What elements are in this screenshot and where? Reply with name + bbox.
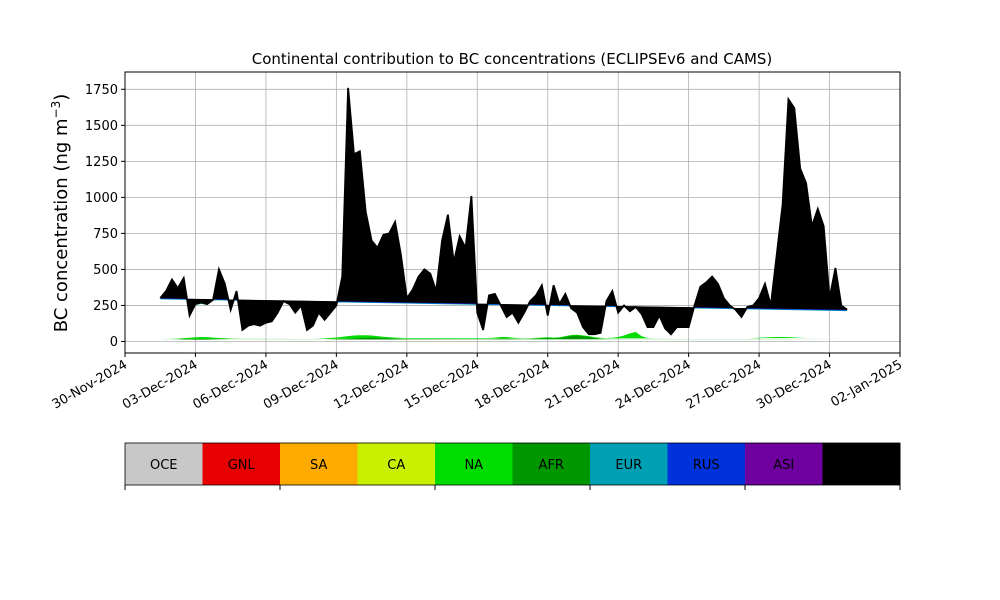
total-line (159, 87, 848, 336)
legend-label-aus: AUS (848, 458, 875, 473)
x-tick-label-10: 30-Dec-2024 (754, 357, 834, 412)
area-na (160, 331, 848, 340)
legend-swatch-sa (280, 443, 358, 485)
y-axis-label-suffix: ) (51, 94, 72, 101)
y-tick-label-5: 1250 (85, 155, 118, 170)
x-tick-label-3: 09-Dec-2024 (261, 357, 341, 412)
y-tick-label-3: 750 (93, 227, 118, 242)
legend-swatch-gnl (202, 443, 281, 485)
chart-title: Continental contribution to BC concentra… (252, 50, 773, 68)
x-tick-label-11: 02-Jan-2025 (828, 357, 905, 410)
legend: OCE GNL SA CA NA AFR EUR RUS ASI AUS (124, 442, 901, 490)
area-afr (160, 335, 848, 340)
legend-label-ca: CA (387, 458, 405, 473)
y-tick-label-4: 1000 (85, 191, 118, 206)
legend-label-na: NA (464, 458, 483, 473)
legend-swatch-eur (590, 443, 668, 485)
legend-swatch-rus (667, 443, 746, 485)
y-axis-label-main: BC concentration (ng m (51, 118, 72, 332)
area-aus (160, 87, 848, 335)
y-axis-label-exponent: −3 (49, 101, 63, 119)
y-tick-label-0: 0 (110, 335, 118, 350)
x-tick-label-2: 06-Dec-2024 (191, 357, 271, 412)
legend-swatch-asi (745, 443, 823, 485)
legend-label-gnl: GNL (228, 458, 256, 473)
x-tick-label-7: 21-Dec-2024 (543, 357, 623, 412)
x-tick-label-9: 27-Dec-2024 (684, 357, 764, 412)
y-tick-label-1: 250 (93, 299, 118, 314)
area-eur (160, 94, 848, 335)
legend-label-asi: ASI (773, 458, 794, 473)
x-tick-label-4: 12-Dec-2024 (331, 357, 411, 412)
legend-swatch-aus (822, 443, 901, 485)
x-tick-label-5: 15-Dec-2024 (402, 357, 482, 412)
legend-label-sa: SA (310, 458, 327, 473)
plot-frame (124, 71, 901, 354)
legend-label-eur: EUR (615, 458, 642, 473)
y-axis: 0 250 500 750 1000 1250 1500 1750 (85, 83, 125, 350)
legend-swatch-afr (512, 443, 591, 485)
stacked-areas (160, 87, 848, 340)
y-axis-label: BC concentration (ng m−3) (49, 94, 72, 333)
x-tick-label-0: 30-Nov-2024 (50, 357, 130, 412)
legend-label-oce: OCE (150, 458, 178, 473)
legend-label-afr: AFR (539, 458, 564, 473)
legend-label-rus: RUS (693, 458, 720, 473)
legend-swatch-oce (125, 443, 203, 485)
x-tick-label-6: 18-Dec-2024 (472, 357, 552, 412)
legend-frame (124, 442, 901, 486)
y-tick-label-6: 1500 (85, 119, 118, 134)
legend-swatch-ca (357, 443, 436, 485)
x-tick-label-8: 24-Dec-2024 (613, 357, 693, 412)
x-tick-label-1: 03-Dec-2024 (120, 357, 200, 412)
legend-swatch-na (435, 443, 513, 485)
area-rus (160, 91, 848, 335)
y-tick-label-2: 500 (93, 263, 118, 278)
y-tick-label-7: 1750 (85, 83, 118, 98)
x-axis: 30-Nov-202403-Dec-202406-Dec-202409-Dec-… (50, 353, 905, 413)
